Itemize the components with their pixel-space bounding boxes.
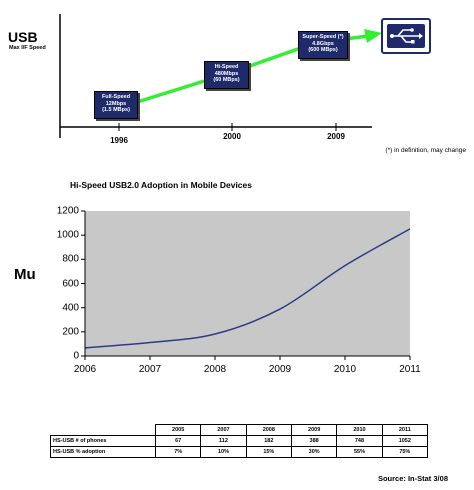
table-cell: 15% (245, 446, 292, 458)
x-tick-label: 2006 (73, 364, 97, 375)
x-tick-label: 2010 (333, 364, 357, 375)
hi-speed-name: Hi-Speed (214, 64, 239, 70)
table-cell: 182 (245, 435, 292, 447)
table-cell: 10% (200, 446, 247, 458)
table-cell: 75% (381, 446, 429, 458)
usb-device-plate (387, 24, 425, 48)
speed-arrow-head (364, 29, 382, 43)
x-tick-label: 2008 (203, 364, 227, 375)
table-cell: 30% (290, 446, 338, 458)
full-speed-box: Full-Speed 12Mbps (1.5 MBps) (94, 91, 138, 119)
usb-title: USB (8, 29, 38, 45)
y-axis-label: Mu (14, 266, 36, 283)
super-speed-box: Super-Speed (*) 4.8Gbps (600 MBps) (298, 31, 348, 59)
timeline-year-2000: 2000 (223, 132, 241, 141)
chart-title: Hi-Speed USB2.0 Adoption in Mobile Devic… (70, 180, 252, 190)
table-cell: 388 (290, 435, 338, 447)
table-row-label: HS-USB % adoption (50, 446, 156, 458)
table-year-header: 2009 (290, 424, 338, 436)
y-tick-label: 0 (73, 350, 79, 362)
table-year-header: 2005 (154, 424, 202, 436)
table-year-header: 2011 (381, 424, 429, 436)
table-cell: 112 (200, 435, 247, 447)
full-speed-rate: 12Mbps (105, 100, 127, 107)
full-speed-name: Full-Speed (101, 94, 131, 100)
timeline-year-1996: 1996 (110, 136, 128, 145)
hi-speed-box: Hi-Speed 480Mbps (60 MBps) (204, 61, 249, 89)
super-speed-bytes: (600 MBps) (308, 47, 338, 54)
usb-trident-icon (390, 28, 423, 44)
y-tick-label: 800 (62, 253, 79, 265)
hi-speed-rate: 480Mbps (214, 70, 239, 77)
table-row: HS-USB # of phones 67 112 182 388 748 10… (50, 435, 429, 447)
table-header-row: 2005 2007 2008 2009 2010 2011 (50, 424, 429, 436)
y-tick-label: 200 (62, 326, 79, 338)
adoption-table: 2005 2007 2008 2009 2010 2011 HS-USB # o… (50, 424, 429, 458)
source-note: Source: In-Stat 3/08 (377, 474, 448, 483)
table-year-header: 2007 (200, 424, 247, 436)
table-year-header: 2008 (245, 424, 292, 436)
usb-subtitle: Max I/F Speed (9, 45, 46, 51)
y-tick-label: 600 (62, 278, 79, 289)
x-tick-label: 2011 (399, 364, 421, 375)
x-tick-label: 2007 (138, 364, 162, 375)
y-tick-label: 1000 (56, 229, 79, 241)
y-tick-label: 400 (62, 302, 79, 314)
table-row-label: HS-USB # of phones (50, 435, 156, 447)
usb-device (381, 18, 431, 54)
table-cell: 67 (154, 435, 202, 447)
full-speed-bytes: (1.5 MBps) (102, 107, 130, 114)
table-corner (50, 424, 156, 436)
y-tick-label: 1200 (56, 205, 79, 217)
hi-speed-bytes: (60 MBps) (213, 77, 240, 84)
table-cell: 7% (154, 446, 202, 458)
table-cell: 748 (336, 435, 383, 447)
super-speed-rate: 4.8Gbps (312, 40, 334, 47)
table-row: HS-USB % adoption 7% 10% 15% 30% 55% 75% (50, 446, 429, 458)
adoption-line-chart (81, 210, 411, 360)
footnote: (*) in definition, may change (385, 147, 466, 154)
x-tick-label: 2009 (268, 364, 292, 375)
plot-area (85, 211, 410, 356)
timeline-year-2009: 2009 (327, 132, 345, 141)
super-speed-name: Super-Speed (*) (302, 34, 344, 40)
series-line (84, 228, 411, 349)
table-year-header: 2010 (336, 424, 383, 436)
table-cell: 1052 (381, 435, 429, 447)
table-cell: 55% (336, 446, 383, 458)
